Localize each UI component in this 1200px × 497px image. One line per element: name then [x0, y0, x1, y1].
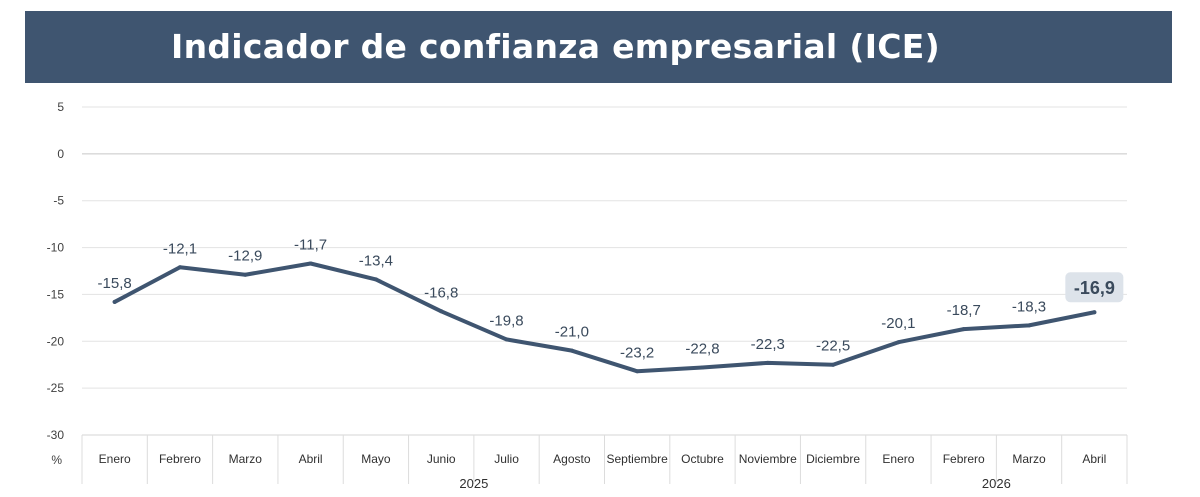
x-tick-label: Agosto [553, 452, 591, 466]
x-tick-label: Enero [882, 452, 914, 466]
y-tick-label: -25 [47, 381, 65, 395]
data-label: -12,9 [228, 248, 262, 265]
data-point [700, 365, 705, 370]
data-label: -21,0 [555, 324, 589, 341]
highlight-badge [1065, 272, 1124, 303]
y-tick-label: -10 [47, 241, 65, 255]
x-tick-label: Febrero [943, 452, 985, 466]
x-tick-label: Octubre [681, 452, 724, 466]
x-tick-label: Septiembre [606, 452, 668, 466]
data-point [831, 362, 836, 367]
y-tick-label: 5 [57, 100, 64, 114]
data-point [569, 348, 574, 353]
y-tick-label: 0 [57, 147, 64, 161]
x-tick-label: Marzo [229, 452, 263, 466]
data-point [243, 272, 248, 277]
title-banner: Indicador de confianza empresarial (ICE) [25, 11, 1172, 83]
data-label: -16,8 [424, 284, 458, 301]
data-point [635, 369, 640, 374]
x-tick-label: Febrero [159, 452, 201, 466]
x-tick-label: Enero [99, 452, 131, 466]
data-label: -20,1 [881, 315, 915, 332]
data-label: -19,8 [489, 312, 523, 329]
data-label: -18,7 [947, 302, 981, 319]
data-label: -12,1 [163, 240, 197, 257]
series-line [112, 261, 1097, 374]
year-group-label: 2026 [982, 476, 1011, 491]
data-point [961, 327, 966, 332]
y-tick-label: -20 [47, 334, 65, 348]
y-tick-label: -15 [47, 287, 65, 301]
x-tick-label: Abril [299, 452, 323, 466]
data-point [765, 360, 770, 365]
data-label: -22,3 [751, 336, 785, 353]
y-axis-unit: % [51, 453, 62, 467]
data-label: -13,4 [359, 252, 393, 269]
data-point [308, 261, 313, 266]
data-point [439, 309, 444, 314]
x-tick-label: Mayo [361, 452, 391, 466]
y-tick-label: -5 [53, 194, 64, 208]
data-label: -11,7 [294, 237, 327, 254]
data-label: -18,3 [1012, 298, 1046, 315]
x-tick-label: Noviembre [739, 452, 797, 466]
x-tick-label: Abril [1082, 452, 1106, 466]
x-tick-label: Diciembre [806, 452, 860, 466]
data-point [896, 340, 901, 345]
data-point [1027, 323, 1032, 328]
chart-title: Indicador de confianza empresarial (ICE) [171, 27, 941, 66]
data-point [112, 299, 117, 304]
data-label: -16,9 [1074, 278, 1115, 298]
year-group-label: 2025 [459, 476, 488, 491]
data-label: -22,5 [816, 338, 850, 355]
data-label: -15,8 [98, 275, 132, 292]
data-point [1092, 310, 1097, 315]
x-tick-label: Junio [427, 452, 456, 466]
data-point [373, 277, 378, 282]
data-label: -22,8 [685, 341, 719, 358]
data-point [504, 337, 509, 342]
x-tick-label: Marzo [1012, 452, 1046, 466]
y-tick-label: -30 [47, 428, 65, 442]
data-point [177, 265, 182, 270]
x-tick-label: Julio [494, 452, 519, 466]
data-label: -23,2 [620, 344, 654, 361]
